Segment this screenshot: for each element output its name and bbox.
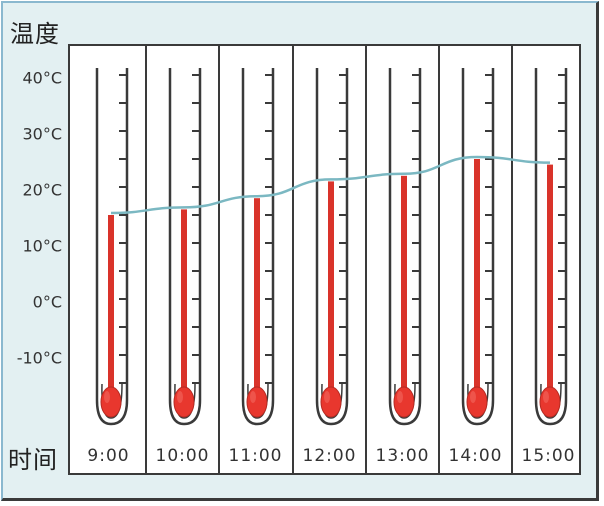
x-tick-label: 11:00 bbox=[228, 446, 283, 466]
trend-line bbox=[110, 155, 551, 215]
mercury-bulb bbox=[100, 386, 122, 418]
y-tick-label: 0°C bbox=[32, 292, 62, 312]
plot-area bbox=[68, 44, 581, 475]
y-axis-title: 温度 bbox=[10, 20, 60, 48]
column-divider bbox=[511, 44, 513, 475]
x-axis-title: 时间 bbox=[8, 446, 58, 474]
mercury-column bbox=[254, 198, 260, 395]
mercury-column bbox=[547, 164, 553, 395]
x-tick-label: 14:00 bbox=[448, 446, 503, 466]
mercury-bulb bbox=[539, 386, 561, 418]
mercury-column bbox=[181, 209, 187, 395]
column-divider bbox=[218, 44, 220, 475]
mercury-column bbox=[401, 175, 407, 395]
mercury-column bbox=[108, 215, 114, 395]
mercury-bulb bbox=[393, 386, 415, 418]
x-tick-label: 10:00 bbox=[155, 446, 210, 466]
x-tick-label: 9:00 bbox=[87, 446, 130, 466]
x-tick-label: 15:00 bbox=[521, 446, 576, 466]
x-tick-label: 12:00 bbox=[302, 446, 357, 466]
mercury-bulb bbox=[173, 386, 195, 418]
mercury-bulb bbox=[320, 386, 342, 418]
mercury-column bbox=[328, 181, 334, 395]
y-tick-label: 30°C bbox=[22, 124, 62, 144]
y-tick-label: 10°C bbox=[22, 236, 62, 256]
x-tick-label: 13:00 bbox=[375, 446, 430, 466]
mercury-column bbox=[474, 159, 480, 395]
y-tick-label: 20°C bbox=[22, 180, 62, 200]
column-divider bbox=[365, 44, 367, 475]
mercury-bulb bbox=[466, 386, 488, 418]
column-divider bbox=[292, 44, 294, 475]
mercury-bulb bbox=[246, 386, 268, 418]
column-divider bbox=[145, 44, 147, 475]
column-divider bbox=[438, 44, 440, 475]
y-tick-label: 40°C bbox=[22, 68, 62, 88]
y-tick-label: -10°C bbox=[16, 348, 62, 368]
